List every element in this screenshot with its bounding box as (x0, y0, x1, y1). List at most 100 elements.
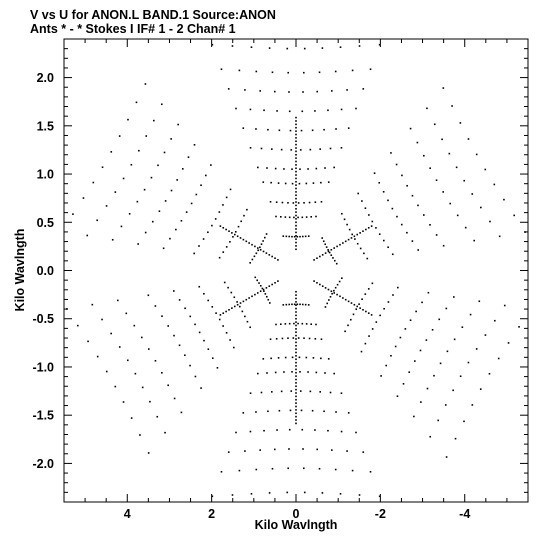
uv-point (231, 45, 234, 47)
uv-point (257, 249, 259, 252)
uv-point (173, 290, 175, 292)
uv-point (261, 287, 264, 290)
uv-point (258, 282, 260, 284)
uv-point (278, 129, 281, 132)
uv-point (262, 240, 264, 242)
uv-point (315, 323, 317, 326)
uv-point (408, 371, 411, 373)
uv-point (323, 128, 325, 131)
uv-point (319, 148, 322, 150)
uv-point (478, 300, 481, 303)
uv-point (205, 174, 207, 177)
uv-point (334, 468, 337, 471)
uv-point (327, 109, 329, 112)
uv-point (286, 47, 289, 50)
uv-point (373, 172, 376, 174)
uv-point (295, 241, 297, 244)
uv-point (333, 247, 336, 249)
uv-point (339, 493, 342, 495)
uv-point (295, 351, 297, 354)
uv-point (295, 304, 297, 307)
uv-point (463, 420, 465, 423)
uv-point (320, 181, 322, 184)
uv-point (295, 130, 297, 132)
uv-point (187, 156, 190, 158)
x-tick-label: -4 (459, 507, 470, 521)
uv-point (96, 219, 98, 222)
uv-point (420, 401, 422, 403)
uv-point (225, 246, 228, 248)
uv-point (227, 88, 230, 90)
uv-point (461, 326, 464, 328)
uv-point (494, 319, 496, 322)
uv-point (134, 372, 137, 375)
uv-point (367, 288, 370, 290)
uv-point (402, 383, 405, 385)
uv-point (295, 207, 297, 210)
uv-point (116, 299, 119, 302)
uv-point (396, 395, 399, 397)
uv-point (370, 314, 373, 316)
uv-point (287, 71, 290, 74)
uv-point (371, 220, 374, 223)
uv-point (173, 334, 175, 337)
uv-point (238, 69, 241, 72)
uv-point (280, 216, 282, 218)
uv-point (467, 138, 470, 140)
uv-point (259, 290, 262, 293)
uv-point (118, 135, 121, 137)
uv-point (409, 127, 412, 130)
uv-point (411, 194, 414, 197)
uv-point (154, 305, 157, 307)
uv-point (164, 200, 167, 202)
uv-point (296, 235, 299, 238)
uv-point (288, 428, 291, 431)
uv-point (340, 146, 343, 149)
uv-point (513, 214, 516, 217)
uv-point (295, 180, 297, 183)
uv-point (307, 371, 309, 373)
uv-point (295, 307, 297, 310)
uv-point (299, 390, 302, 392)
uv-point (210, 164, 212, 166)
uv-point (327, 429, 329, 432)
uv-point (135, 101, 138, 104)
uv-point (236, 301, 238, 303)
uv-point (305, 182, 308, 185)
uv-point (127, 118, 129, 121)
uv-point (173, 397, 176, 400)
uv-point (321, 47, 324, 49)
uv-point (137, 243, 139, 245)
uv-point (250, 493, 253, 495)
uv-point (233, 233, 236, 236)
uv-point (242, 127, 245, 129)
uv-point (295, 170, 297, 173)
uv-point (284, 323, 287, 325)
uv-point (497, 357, 500, 360)
uv-point (313, 259, 315, 261)
uv-point (339, 295, 341, 298)
uv-point (417, 249, 419, 251)
uv-point (361, 200, 363, 202)
uv-point (268, 492, 271, 494)
uv-point (292, 202, 295, 204)
uv-point (469, 313, 472, 316)
uv-point (305, 356, 308, 359)
uv-point (282, 235, 285, 237)
uv-point (375, 227, 377, 229)
uv-point (295, 371, 297, 374)
uv-point (324, 306, 327, 308)
uv-point (234, 231, 237, 233)
x-tick-label: 4 (124, 507, 131, 521)
uv-point (163, 151, 166, 154)
uv-point (280, 323, 282, 325)
uv-point (87, 340, 89, 343)
uv-point (321, 492, 324, 494)
uv-point (260, 391, 263, 394)
uv-point (441, 138, 443, 141)
uv-point (351, 69, 354, 72)
uv-point (295, 317, 297, 320)
y-tick-label: -2.0 (32, 457, 54, 471)
uv-point (307, 168, 309, 170)
uv-point (245, 298, 248, 301)
